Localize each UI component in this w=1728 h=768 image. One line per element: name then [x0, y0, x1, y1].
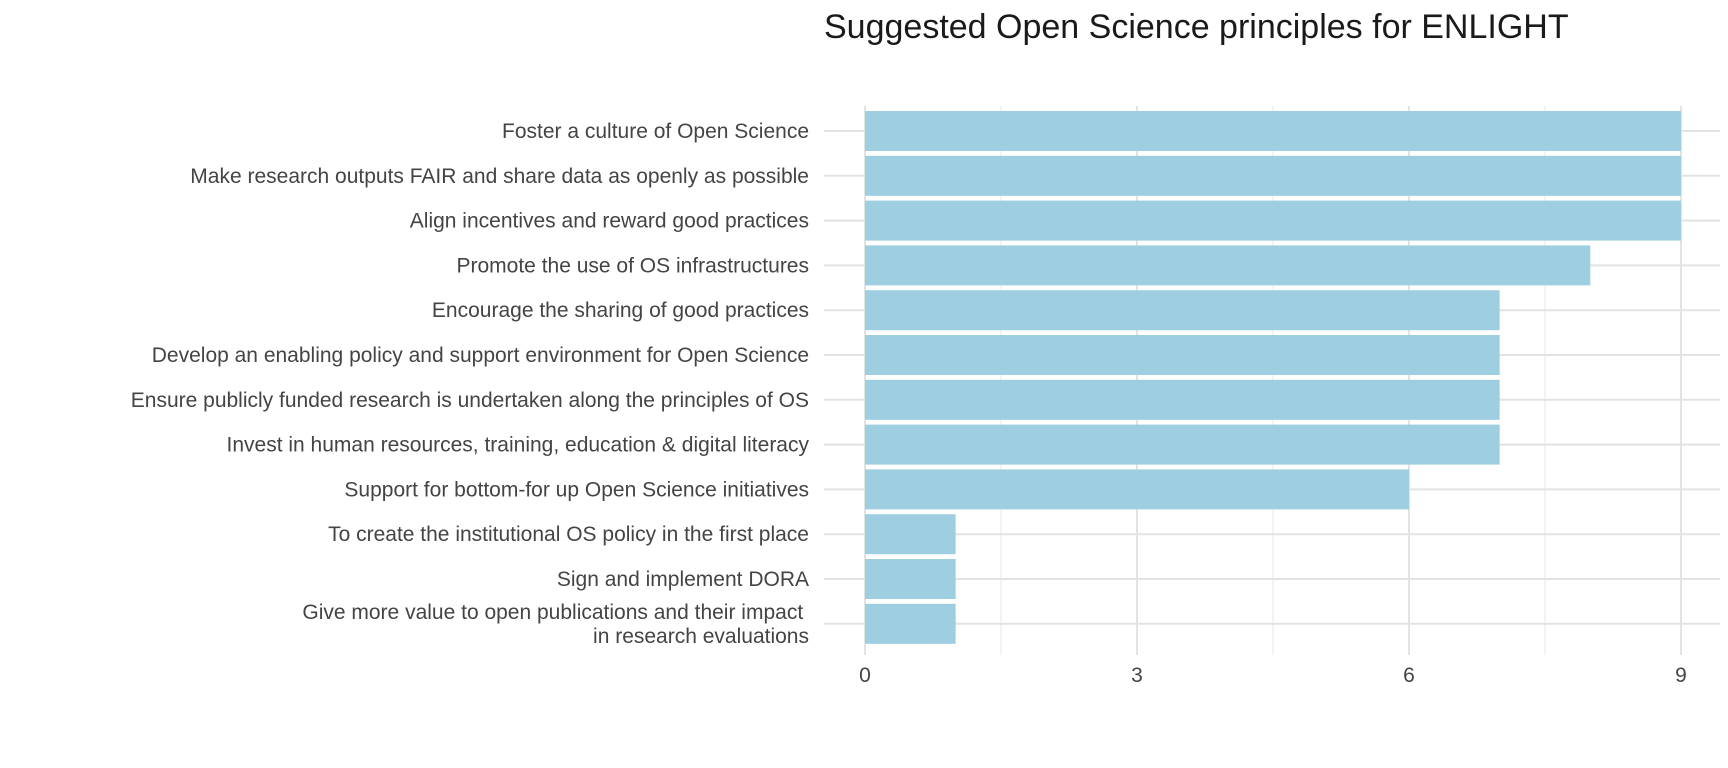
category-label: Sign and implement DORA	[557, 568, 809, 591]
bar	[865, 379, 1500, 420]
bar	[865, 245, 1591, 286]
bar	[865, 290, 1500, 331]
category-label: To create the institutional OS policy in…	[328, 523, 809, 546]
category-label: Ensure publicly funded research is under…	[131, 389, 809, 412]
x-tick-label: 9	[1675, 664, 1687, 687]
bar	[865, 559, 956, 599]
category-label: Develop an enabling policy and support e…	[152, 344, 809, 367]
bar	[865, 111, 1681, 151]
x-tick-label: 6	[1403, 664, 1415, 687]
category-label: Promote the use of OS infrastructures	[457, 254, 810, 277]
category-label: Support for bottom-for up Open Science i…	[344, 478, 809, 501]
bar	[865, 424, 1500, 465]
bar	[865, 469, 1409, 510]
category-label: Encourage the sharing of good practices	[432, 299, 809, 322]
x-tick-label: 0	[859, 664, 871, 687]
category-labels: Foster a culture of Open Science Make res…	[131, 120, 810, 648]
category-label: Align incentives and reward good practic…	[410, 210, 809, 233]
category-label: Make research outputs FAIR and share dat…	[190, 165, 809, 188]
x-tick-label: 3	[1131, 664, 1143, 687]
category-label: Invest in human resources, training, edu…	[227, 434, 810, 457]
chart-title: Suggested Open Science principles for EN…	[824, 8, 1569, 46]
category-label: Give more value to open publications and…	[302, 601, 809, 648]
bar	[865, 155, 1681, 196]
bar	[865, 603, 956, 644]
bars	[865, 111, 1681, 644]
bar	[865, 514, 956, 555]
category-label: Foster a culture of Open Science	[502, 120, 809, 143]
x-axis-ticks: 0 3 6 9	[859, 664, 1687, 687]
bar	[865, 200, 1681, 241]
bar	[865, 335, 1500, 375]
